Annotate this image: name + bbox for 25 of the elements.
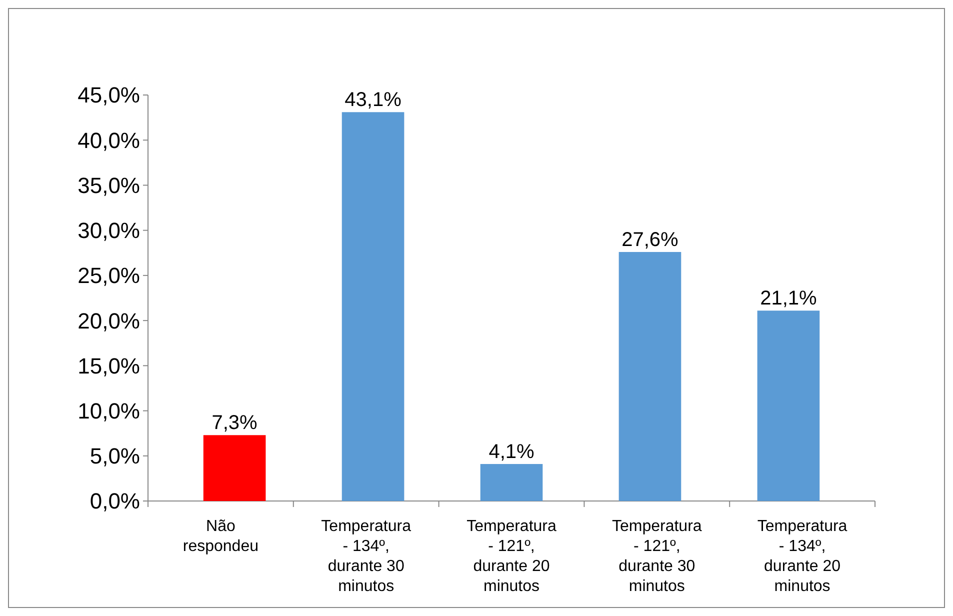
x-tick-label: Temperatura - 121º, durante 20 minutos xyxy=(466,518,557,595)
y-tick-label: 0,0% xyxy=(90,488,140,514)
x-tick-label: Temperatura - 134º, durante 30 minutos xyxy=(321,518,412,595)
y-tick-label: 15,0% xyxy=(78,353,140,378)
y-tick-label: 20,0% xyxy=(78,308,140,334)
x-tick-label: Não respondeu xyxy=(182,518,259,555)
bar xyxy=(757,310,820,501)
y-tick-label: 35,0% xyxy=(78,172,140,198)
y-tick-label: 45,0% xyxy=(78,82,140,108)
data-label: 21,1% xyxy=(760,288,818,310)
data-label: 43,1% xyxy=(344,89,402,112)
bar xyxy=(342,112,404,501)
y-tick-label: 5,0% xyxy=(90,444,140,469)
bar xyxy=(203,435,266,501)
y-tick-label: 25,0% xyxy=(78,263,140,288)
bar xyxy=(480,464,543,501)
bar xyxy=(618,252,682,501)
data-label: 4,1% xyxy=(488,441,535,464)
data-label: 27,6% xyxy=(622,228,679,251)
y-tick-label: 10,0% xyxy=(78,398,140,424)
x-tick-label: Temperatura - 134º, durante 20 minutos xyxy=(757,518,848,595)
y-tick-label: 30,0% xyxy=(78,218,140,244)
y-tick-label: 40,0% xyxy=(78,128,140,153)
data-label: 7,3% xyxy=(212,412,258,434)
x-tick-label: Temperatura - 121º, durante 30 minutos xyxy=(612,518,702,595)
